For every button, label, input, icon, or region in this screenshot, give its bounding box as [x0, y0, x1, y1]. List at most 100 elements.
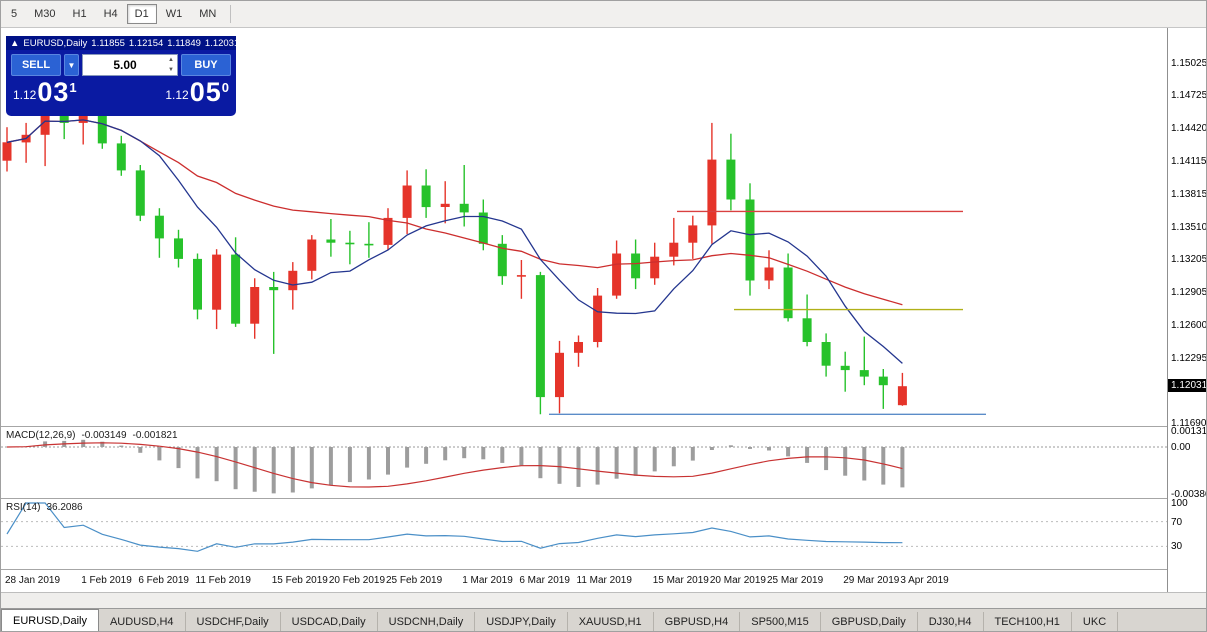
symbol-period-label: EURUSD,Daily: [23, 37, 88, 49]
price-axis-label: 1.12600: [1171, 319, 1207, 331]
chart-ohlc-bar: ▲ EURUSD,Daily 1.11855 1.12154 1.11849 1…: [6, 36, 240, 50]
date-axis-label: 1 Mar 2019: [462, 575, 513, 586]
price-axis-label: 1.14725: [1171, 90, 1207, 102]
price-axis-label: 1.14420: [1171, 123, 1207, 135]
date-axis-label: 28 Jan 2019: [5, 575, 61, 586]
macd-axis-label: 0.00: [1171, 441, 1191, 453]
rsi-value: 36.2086: [46, 502, 83, 513]
price-axis-label: 1.13510: [1171, 221, 1207, 233]
macd-label-row: MACD(12,26,9) -0.003149 -0.001821: [6, 430, 178, 441]
bid-pipette: 1: [69, 80, 77, 95]
chart-tab-usdchf-daily[interactable]: USDCHF,Daily: [186, 612, 281, 631]
bid-big-digits: 03: [37, 77, 70, 107]
timeframe-button-5[interactable]: 5: [3, 4, 25, 24]
macd-chart: [1, 439, 1167, 494]
date-axis-label: 20 Feb 2019: [328, 575, 386, 586]
chart-tab-bar: EURUSD,Daily AUDUSD,H4 USDCHF,Daily USDCAD,…: [1, 608, 1206, 631]
chart-tab-usdjpy-daily[interactable]: USDJPY,Daily: [475, 612, 568, 631]
chart-tab-sp500-m15[interactable]: SP500,M15: [740, 612, 821, 631]
one-click-trading-panel: SELL ▼ ▲ ▼ BUY 1.12 03 1 1.1: [6, 50, 236, 116]
date-axis-label: 25 Feb 2019: [386, 575, 443, 586]
chart-tab-audusd-h4[interactable]: AUDUSD,H4: [99, 612, 186, 631]
toolbar-divider: [230, 5, 232, 23]
panel-separator[interactable]: [1, 498, 1206, 499]
macd-plot: [1, 427, 1167, 498]
panel-separator[interactable]: [1, 426, 1206, 427]
volume-stepper[interactable]: ▲ ▼: [166, 56, 176, 74]
timeframe-button-d1[interactable]: D1: [126, 4, 157, 24]
collapse-icon[interactable]: ▲: [10, 37, 20, 49]
bid-prefix: 1.12: [13, 88, 37, 102]
timeframe-button-h1[interactable]: H1: [65, 4, 95, 24]
date-axis-label: 20 Mar 2019: [709, 575, 766, 586]
date-axis-label: 6 Mar 2019: [519, 575, 570, 586]
bid-price-display: 1.12 03 1: [13, 77, 77, 107]
timeframe-toolbar: 5 M30 H1 H4 D1 W1 MN: [1, 1, 1206, 28]
ask-big-digits: 05: [189, 77, 222, 107]
timeframe-button-mn[interactable]: MN: [191, 4, 224, 24]
chart-tab-eurusd-daily[interactable]: EURUSD,Daily: [1, 609, 99, 631]
ask-price-display: 1.12 05 0: [165, 77, 229, 107]
panel-separator: [1, 569, 1206, 570]
price-axis-label: 1.14115: [1171, 156, 1207, 168]
chart-tab-xauusd-h1[interactable]: XAUUSD,H1: [568, 612, 654, 631]
chart-tab-ukc[interactable]: UKC: [1072, 612, 1119, 631]
price-axis-label: 1.11690: [1171, 417, 1207, 429]
date-axis-label: 29 Mar 2019: [843, 575, 900, 586]
timeframe-button-m30[interactable]: M30: [26, 4, 63, 24]
chevron-down-icon: ▼: [67, 60, 76, 70]
price-axis-label: 1.13815: [1171, 188, 1207, 200]
chart-tab-gbpusd-h4[interactable]: GBPUSD,H4: [654, 612, 741, 631]
open-value: 1.11855: [91, 37, 125, 49]
stepper-up-icon[interactable]: ▲: [168, 57, 174, 63]
rsi-plot: [1, 499, 1167, 569]
price-chart-panel[interactable]: ▲ EURUSD,Daily 1.11855 1.12154 1.11849 1…: [1, 28, 1167, 426]
macd-indicator-panel[interactable]: MACD(12,26,9) -0.003149 -0.001821: [1, 427, 1167, 498]
date-axis-label: 11 Mar 2019: [576, 575, 632, 586]
rsi-label-row: RSI(14) 36.2086: [6, 502, 83, 513]
date-axis-label: 6 Feb 2019: [138, 575, 189, 586]
date-axis-label: 25 Mar 2019: [767, 575, 824, 586]
macd-axis-label: -0.00386: [1171, 489, 1207, 500]
macd-signal-value: -0.001821: [132, 430, 178, 441]
macd-main-value: -0.003149: [81, 430, 127, 441]
price-axis-label: 1.13205: [1171, 254, 1207, 266]
macd-axis-label: 0.001313: [1171, 426, 1207, 437]
price-axis-label: 1.12905: [1171, 286, 1207, 298]
price-axis-label: 1.12295: [1171, 352, 1207, 364]
order-options-dropdown[interactable]: ▼: [64, 54, 79, 76]
rsi-axis-label: 30: [1171, 541, 1183, 553]
price-axis-label: 1.15025: [1171, 57, 1207, 69]
date-axis-label: 1 Feb 2019: [81, 575, 132, 586]
rsi-axis-label: 70: [1171, 516, 1183, 528]
chart-tab-usdcad-daily[interactable]: USDCAD,Daily: [281, 612, 378, 631]
timeframe-button-h4[interactable]: H4: [96, 4, 126, 24]
date-axis-label: 15 Mar 2019: [652, 575, 709, 586]
horizontal-scroll-strip: [1, 592, 1206, 608]
chart-tab-gbpusd-daily[interactable]: GBPUSD,Daily: [821, 612, 918, 631]
date-axis[interactable]: 28 Jan 2019 1 Feb 2019 6 Feb 2019 11 Feb 20…: [1, 570, 1167, 592]
ask-pipette: 0: [221, 80, 229, 95]
stepper-down-icon[interactable]: ▼: [168, 67, 174, 73]
chart-tab-dj30-h4[interactable]: DJ30,H4: [918, 612, 984, 631]
rsi-axis-label: 100: [1171, 498, 1188, 509]
price-axis[interactable]: 1.15025 1.14725 1.14420 1.14115 1.13815 1.135…: [1167, 28, 1207, 592]
current-price-tag: 1.12031: [1168, 379, 1206, 393]
chart-tab-usdcnh-daily[interactable]: USDCNH,Daily: [378, 612, 476, 631]
low-value: 1.11849: [167, 37, 201, 49]
rsi-indicator-name: RSI(14): [6, 502, 41, 513]
date-axis-label: 15 Feb 2019: [271, 575, 328, 586]
macd-indicator-name: MACD(12,26,9): [6, 430, 76, 441]
timeframe-button-w1[interactable]: W1: [158, 4, 191, 24]
sell-button[interactable]: SELL: [11, 54, 61, 76]
buy-button[interactable]: BUY: [181, 54, 231, 76]
rsi-chart: [1, 502, 1167, 552]
volume-input[interactable]: [82, 54, 178, 76]
rsi-indicator-panel[interactable]: RSI(14) 36.2086: [1, 499, 1167, 569]
chart-tab-tech100-h1[interactable]: TECH100,H1: [984, 612, 1072, 631]
high-value: 1.12154: [128, 37, 164, 49]
ask-prefix: 1.12: [165, 88, 189, 102]
close-value: 1.12031: [204, 37, 240, 49]
date-axis-label: 3 Apr 2019: [900, 575, 949, 586]
